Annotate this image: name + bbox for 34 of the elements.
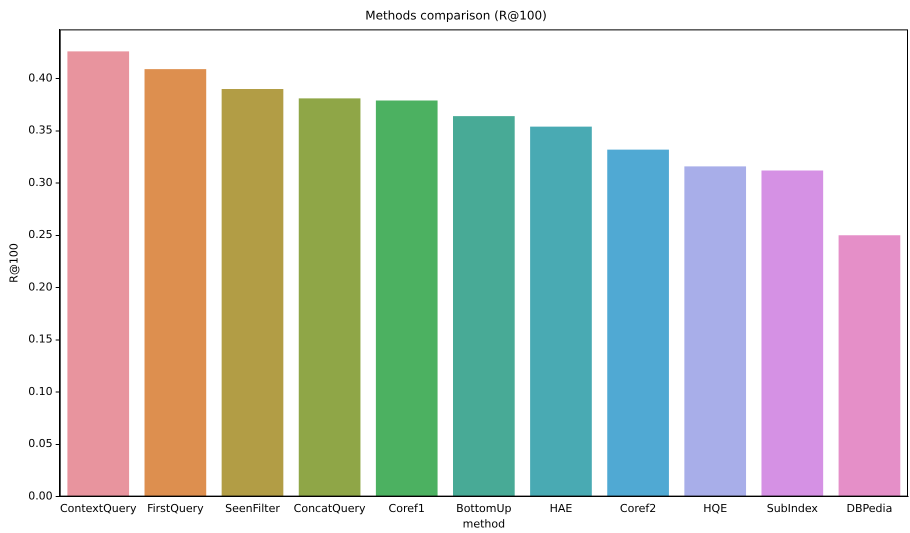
- y-tick-label: 0.15: [28, 332, 53, 346]
- bar: [298, 98, 360, 496]
- x-tick-label: ConcatQuery: [294, 502, 366, 516]
- y-tick-label: 0.10: [28, 384, 53, 398]
- y-tick-label: 0.00: [28, 489, 53, 502]
- x-axis-title: method: [462, 517, 506, 530]
- bar: [222, 88, 284, 496]
- bar: [67, 51, 130, 496]
- x-tick-label: FirstQuery: [147, 502, 204, 516]
- x-tick-label: HQE: [703, 502, 728, 516]
- y-tick-label: 0.05: [28, 437, 53, 450]
- bar: [530, 126, 592, 496]
- bar: [453, 116, 515, 496]
- x-tick-label: SeenFilter: [225, 502, 280, 516]
- x-tick-label: Coref1: [388, 502, 425, 516]
- x-tick-label: DBPedia: [846, 502, 892, 516]
- y-tick-label: 0.20: [28, 280, 53, 294]
- bar: [684, 166, 746, 496]
- x-tick-label: Coref2: [620, 502, 656, 516]
- y-tick-label: 0.40: [28, 71, 53, 84]
- bar: [144, 69, 206, 496]
- x-tick-label: BottomUp: [456, 502, 512, 516]
- bar: [838, 235, 900, 496]
- y-tick-label: 0.30: [28, 176, 53, 189]
- x-tick-label: ContextQuery: [60, 502, 137, 516]
- x-tick-label: SubIndex: [766, 502, 818, 516]
- chart-title: Methods comparison (R@100): [365, 8, 547, 22]
- bar: [761, 170, 824, 496]
- y-axis-title: R@100: [7, 243, 20, 283]
- y-tick-label: 0.35: [28, 124, 53, 137]
- bar: [376, 100, 438, 496]
- bar: [607, 150, 669, 496]
- x-tick-label: HAE: [550, 502, 572, 516]
- y-tick-label: 0.25: [28, 228, 53, 242]
